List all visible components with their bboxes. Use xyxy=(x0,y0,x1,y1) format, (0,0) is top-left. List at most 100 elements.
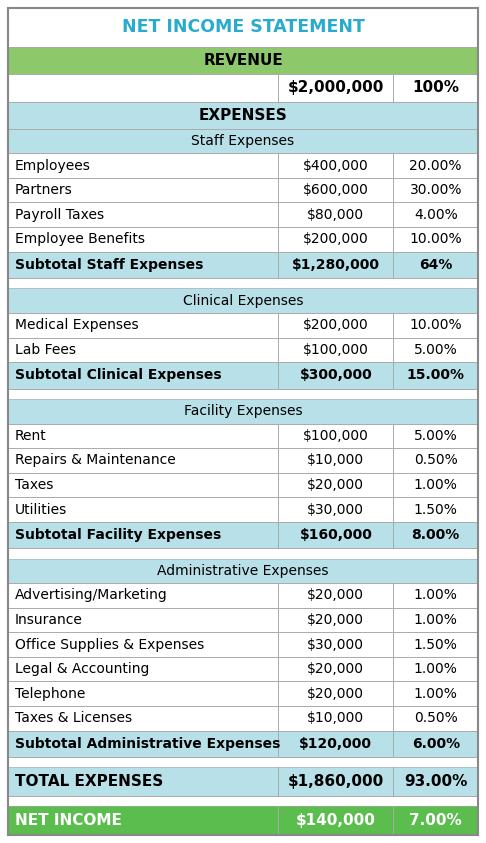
Text: Rent: Rent xyxy=(15,429,47,443)
Text: $200,000: $200,000 xyxy=(303,319,369,332)
Text: $20,000: $20,000 xyxy=(307,478,364,492)
Text: REVENUE: REVENUE xyxy=(203,53,283,67)
Text: Payroll Taxes: Payroll Taxes xyxy=(15,207,104,222)
Bar xyxy=(8,251,478,278)
Text: Utilities: Utilities xyxy=(15,502,67,517)
Text: $160,000: $160,000 xyxy=(299,528,372,542)
Text: Subtotal Facility Expenses: Subtotal Facility Expenses xyxy=(15,528,221,542)
Text: Lab Fees: Lab Fees xyxy=(15,343,76,357)
Text: Medical Expenses: Medical Expenses xyxy=(15,319,139,332)
Bar xyxy=(8,202,478,227)
Text: Telephone: Telephone xyxy=(15,687,86,701)
Text: $80,000: $80,000 xyxy=(307,207,364,222)
Text: 1.50%: 1.50% xyxy=(414,502,458,517)
Text: 30.00%: 30.00% xyxy=(409,183,462,197)
Text: 1.00%: 1.00% xyxy=(414,588,458,603)
Bar xyxy=(8,583,478,608)
Text: $1,860,000: $1,860,000 xyxy=(288,774,384,789)
Text: 1.00%: 1.00% xyxy=(414,687,458,701)
Bar xyxy=(8,288,478,313)
Bar xyxy=(8,129,478,153)
Text: Office Supplies & Expenses: Office Supplies & Expenses xyxy=(15,637,204,652)
Text: $20,000: $20,000 xyxy=(307,588,364,603)
Text: $200,000: $200,000 xyxy=(303,233,369,246)
Bar xyxy=(8,423,478,448)
Text: Administrative Expenses: Administrative Expenses xyxy=(157,564,329,578)
Bar xyxy=(8,153,478,178)
Text: EXPENSES: EXPENSES xyxy=(199,108,287,123)
Bar xyxy=(8,522,478,549)
Bar xyxy=(8,448,478,473)
Text: 1.00%: 1.00% xyxy=(414,613,458,627)
Text: Subtotal Administrative Expenses: Subtotal Administrative Expenses xyxy=(15,737,280,751)
Text: $20,000: $20,000 xyxy=(307,687,364,701)
Bar xyxy=(8,313,478,337)
Text: $20,000: $20,000 xyxy=(307,613,364,627)
Text: $30,000: $30,000 xyxy=(307,502,364,517)
Text: 93.00%: 93.00% xyxy=(404,774,468,789)
Bar xyxy=(8,73,478,102)
Bar xyxy=(8,278,478,288)
Text: 1.50%: 1.50% xyxy=(414,637,458,652)
Text: Employees: Employees xyxy=(15,158,91,173)
Bar xyxy=(8,227,478,251)
Bar xyxy=(8,497,478,522)
Text: Taxes & Licenses: Taxes & Licenses xyxy=(15,711,132,725)
Bar xyxy=(8,473,478,497)
Text: Subtotal Clinical Expenses: Subtotal Clinical Expenses xyxy=(15,368,222,383)
Text: 7.00%: 7.00% xyxy=(409,813,462,828)
Text: Insurance: Insurance xyxy=(15,613,83,627)
Text: 5.00%: 5.00% xyxy=(414,429,458,443)
Text: $30,000: $30,000 xyxy=(307,637,364,652)
Text: Subtotal Staff Expenses: Subtotal Staff Expenses xyxy=(15,258,203,272)
Text: $2,000,000: $2,000,000 xyxy=(288,80,384,95)
Bar xyxy=(8,559,478,583)
Text: $600,000: $600,000 xyxy=(303,183,369,197)
Bar xyxy=(8,102,478,129)
Text: $140,000: $140,000 xyxy=(296,813,376,828)
Text: Legal & Accounting: Legal & Accounting xyxy=(15,663,149,676)
Text: 10.00%: 10.00% xyxy=(409,233,462,246)
Bar xyxy=(8,178,478,202)
Text: 100%: 100% xyxy=(412,80,459,95)
Bar xyxy=(8,337,478,362)
Text: Taxes: Taxes xyxy=(15,478,53,492)
Bar xyxy=(8,767,478,796)
Text: TOTAL EXPENSES: TOTAL EXPENSES xyxy=(15,774,163,789)
Text: $120,000: $120,000 xyxy=(299,737,372,751)
Bar xyxy=(8,807,478,835)
Text: 4.00%: 4.00% xyxy=(414,207,458,222)
Text: NET INCOME STATEMENT: NET INCOME STATEMENT xyxy=(122,19,364,36)
Bar xyxy=(8,796,478,807)
Text: 64%: 64% xyxy=(419,258,452,272)
Text: 5.00%: 5.00% xyxy=(414,343,458,357)
Bar xyxy=(8,399,478,423)
Text: 10.00%: 10.00% xyxy=(409,319,462,332)
Bar xyxy=(8,389,478,399)
Bar xyxy=(8,757,478,767)
Text: Advertising/Marketing: Advertising/Marketing xyxy=(15,588,168,603)
Text: $1,280,000: $1,280,000 xyxy=(292,258,380,272)
Text: $10,000: $10,000 xyxy=(307,454,364,467)
Bar xyxy=(8,608,478,632)
Bar xyxy=(8,362,478,389)
Text: 1.00%: 1.00% xyxy=(414,478,458,492)
Bar xyxy=(8,47,478,73)
Text: $10,000: $10,000 xyxy=(307,711,364,725)
Text: $100,000: $100,000 xyxy=(303,429,369,443)
Text: 15.00%: 15.00% xyxy=(407,368,465,383)
Text: 20.00%: 20.00% xyxy=(409,158,462,173)
Text: Facility Expenses: Facility Expenses xyxy=(184,405,302,418)
Text: Clinical Expenses: Clinical Expenses xyxy=(183,293,303,308)
Text: NET INCOME: NET INCOME xyxy=(15,813,122,828)
Text: 0.50%: 0.50% xyxy=(414,454,458,467)
Bar xyxy=(8,632,478,657)
Text: Staff Expenses: Staff Expenses xyxy=(191,134,295,148)
Text: Partners: Partners xyxy=(15,183,73,197)
Text: $300,000: $300,000 xyxy=(299,368,372,383)
Bar xyxy=(8,731,478,757)
Text: 0.50%: 0.50% xyxy=(414,711,458,725)
Text: 8.00%: 8.00% xyxy=(412,528,460,542)
Text: Employee Benefits: Employee Benefits xyxy=(15,233,145,246)
Text: $100,000: $100,000 xyxy=(303,343,369,357)
